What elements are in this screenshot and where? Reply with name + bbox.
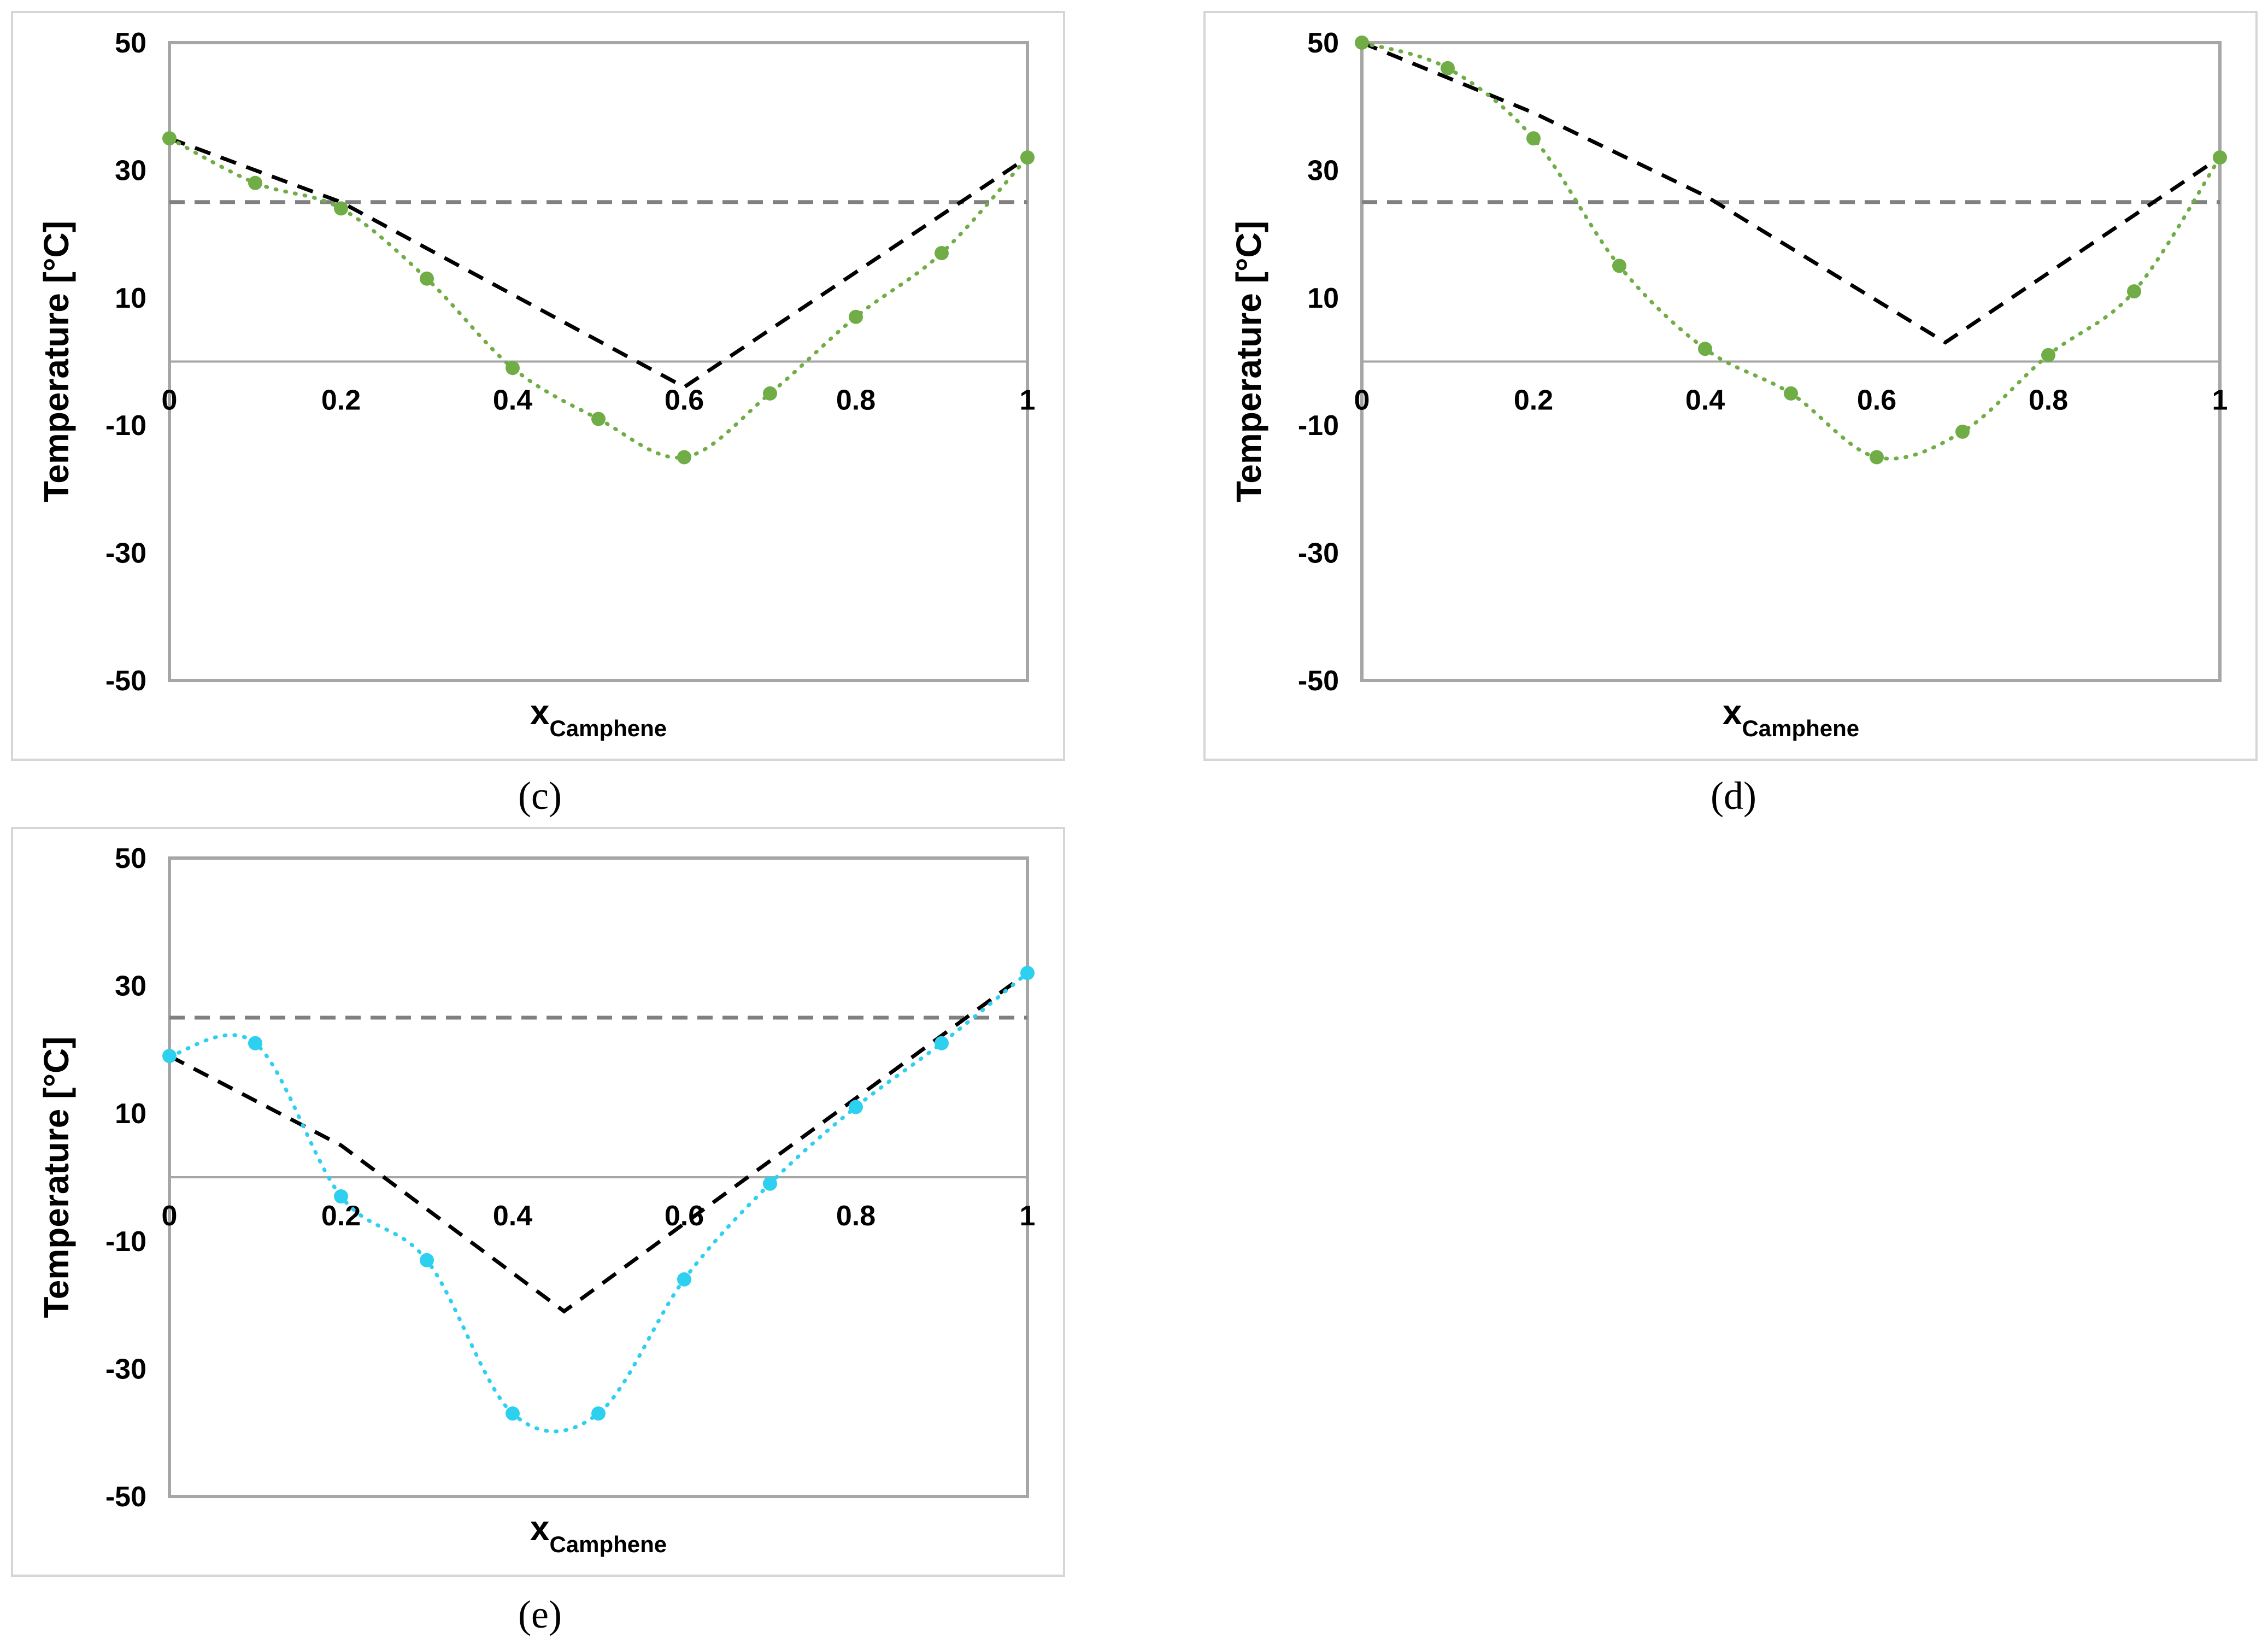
experimental-point: [420, 1253, 434, 1267]
x-tick-label: 0.2: [1514, 385, 1553, 416]
experimental-point: [935, 1036, 949, 1050]
y-tick-label: -30: [105, 1353, 146, 1385]
panel-caption: (e): [518, 1593, 562, 1636]
y-tick-label: 10: [115, 1098, 146, 1130]
x-tick-label: 0.6: [665, 385, 704, 416]
experimental-point: [420, 271, 434, 286]
experimental-point: [1784, 386, 1798, 401]
x-axis-title: xCamphene: [530, 1508, 667, 1557]
y-tick-label: 50: [115, 27, 146, 59]
experimental-point: [334, 201, 348, 216]
x-tick-label: 1: [2212, 385, 2228, 416]
experimental-point: [1020, 966, 1035, 980]
y-tick-label: 10: [115, 283, 146, 314]
experimental-point: [849, 1100, 863, 1114]
y-tick-label: 30: [115, 155, 146, 186]
x-axis-title: xCamphene: [1723, 692, 1859, 741]
y-tick-label: -10: [105, 410, 146, 442]
y-tick-label: 50: [1307, 27, 1339, 59]
ideal-prediction-line: [168, 971, 1029, 1314]
experimental-point: [1612, 259, 1626, 273]
y-tick-label: -30: [105, 538, 146, 569]
y-axis-title: Temperature [°C]: [37, 221, 76, 502]
experimental-point: [763, 386, 777, 401]
x-tick-label: 0.4: [493, 385, 532, 416]
experimental-point: [849, 309, 863, 324]
x-tick-label: 1: [1020, 1200, 1036, 1232]
x-tick-label: 0: [162, 1200, 178, 1232]
panel-caption: (c): [518, 774, 562, 818]
experimental-point: [1955, 424, 1970, 439]
panel-caption: (d): [1711, 774, 1756, 818]
experimental-point: [1355, 36, 1369, 50]
experimental-point: [2127, 284, 2141, 299]
x-tick-label: 0.2: [321, 385, 361, 416]
x-axis-title-subscript: Camphene: [1742, 715, 1859, 741]
x-tick-label: 0.8: [2029, 385, 2068, 416]
x-tick-label: 0.4: [493, 1200, 532, 1232]
y-tick-label: 30: [1307, 155, 1339, 186]
y-tick-label: -10: [105, 1226, 146, 1258]
x-axis-title: xCamphene: [530, 692, 667, 741]
experimental-point: [1441, 61, 1455, 75]
experimental-point: [506, 1406, 520, 1421]
x-axis-title-main: x: [530, 692, 550, 732]
x-tick-label: 0: [162, 385, 178, 416]
y-axis-title: Temperature [°C]: [37, 1036, 76, 1318]
chart-frame: [1203, 11, 2258, 761]
y-tick-label: 10: [1307, 283, 1339, 314]
y-tick-label: 30: [115, 971, 146, 1002]
experimental-point: [677, 1272, 691, 1287]
y-axis-title: Temperature [°C]: [1229, 221, 1268, 502]
chart-panel-c: 50 30 10 -10 -30 -50 0 0.2 0.4 0.6 0.8 1 Temperature…: [11, 11, 1065, 818]
x-tick-label: 0.6: [665, 1200, 704, 1232]
ideal-prediction-line: [168, 136, 1029, 390]
experimental-point: [763, 1176, 777, 1191]
y-tick-label: -10: [1298, 410, 1339, 442]
experimental-point: [591, 412, 606, 426]
experimental-point: [591, 1406, 606, 1421]
x-axis-title-main: x: [1723, 692, 1742, 732]
chart-panel-e: 50 30 10 -10 -30 -50 0 0.2 0.4 0.6 0.8 1 Temperature…: [11, 827, 1065, 1636]
experimental-point: [935, 246, 949, 261]
experimental-point: [677, 450, 691, 465]
experimental-point: [162, 1049, 177, 1064]
y-tick-label: 50: [115, 843, 146, 874]
experimental-point: [1870, 450, 1884, 465]
experimental-point: [1020, 150, 1035, 165]
x-tick-label: 0.8: [836, 385, 876, 416]
experimental-point: [1526, 131, 1541, 146]
experimental-point: [2213, 150, 2227, 165]
y-tick-label: -50: [105, 1481, 146, 1513]
x-tick-label: 0.4: [1685, 385, 1725, 416]
x-tick-label: 0: [1354, 385, 1370, 416]
experimental-point: [248, 175, 262, 190]
y-tick-label: -50: [105, 665, 146, 697]
x-axis-title-subscript: Camphene: [549, 715, 667, 741]
x-axis-title-main: x: [530, 1508, 550, 1548]
x-tick-label: 0.6: [1857, 385, 1896, 416]
chart-frame: [11, 827, 1065, 1577]
experimental-line: [167, 136, 1030, 460]
experimental-point: [1698, 342, 1712, 356]
experimental-point: [162, 131, 177, 146]
chart-panel-d: 50 30 10 -10 -30 -50 0 0.2 0.4 0.6 0.8 1 Temperature…: [1203, 11, 2258, 818]
y-tick-label: -50: [1298, 665, 1339, 697]
x-tick-label: 0.2: [321, 1200, 361, 1232]
experimental-point: [248, 1036, 262, 1050]
x-tick-label: 0.8: [836, 1200, 876, 1232]
x-axis-title-subscript: Camphene: [549, 1531, 667, 1557]
experimental-point: [334, 1189, 348, 1203]
experimental-point: [506, 361, 520, 375]
y-tick-label: -30: [1298, 538, 1339, 569]
experimental-point: [2041, 348, 2055, 362]
x-tick-label: 1: [1020, 385, 1036, 416]
ideal-prediction-line: [1361, 40, 2221, 345]
